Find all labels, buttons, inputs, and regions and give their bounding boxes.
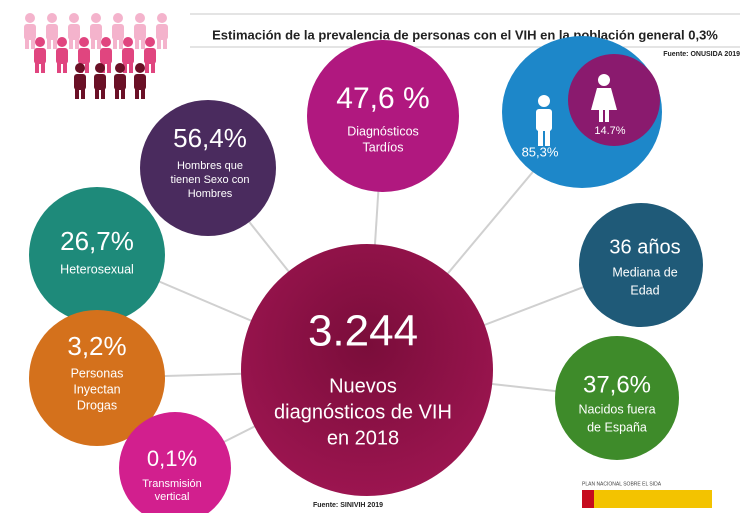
bubble-label: Personas	[71, 366, 124, 380]
center-label: Nuevos	[329, 375, 397, 397]
women-value: 14.7%	[594, 125, 625, 137]
bubble-value: 0,1%	[147, 446, 197, 471]
bubble-label: Edad	[630, 283, 659, 297]
bubble-value: 56,4%	[173, 123, 247, 153]
infographic: Estimación de la prevalencia de personas…	[0, 0, 746, 513]
bubble-label: Hombres que	[177, 160, 243, 172]
bubble-label: tienen Sexo con	[171, 174, 250, 186]
bubble-label: Nacidos fuera	[578, 402, 655, 416]
source: Fuente: ONUSIDA 2019	[663, 51, 740, 58]
bubble-label: Transmisión	[142, 478, 202, 490]
bubble-label: Drogas	[77, 398, 117, 412]
title: Estimación de la prevalencia de personas…	[212, 27, 718, 42]
center-bubble	[241, 244, 493, 496]
bubble-value: 36 años	[609, 236, 680, 258]
men-value: 85,3%	[522, 144, 559, 159]
bubble-label: Heterosexual	[60, 262, 134, 276]
center-label: diagnósticos de VIH	[274, 401, 452, 423]
page: Estimación de la prevalencia de personas…	[0, 0, 746, 513]
center-value: 3.244	[308, 307, 418, 356]
logo-flag	[582, 490, 594, 508]
bubble-label: Diagnósticos	[347, 124, 419, 138]
bubble-label: Hombres	[188, 188, 233, 200]
bubble-value: 26,7%	[60, 226, 134, 256]
people-icon	[24, 13, 168, 99]
bubble-label: Inyectan	[73, 382, 120, 396]
logo-text: PLAN NACIONAL SOBRE EL SIDA	[582, 481, 662, 487]
logo-bar	[594, 490, 712, 508]
footer-source: Fuente: SINIVIH 2019	[313, 502, 383, 509]
bubble-label: vertical	[155, 491, 190, 503]
bubble-label: Tardíos	[363, 140, 404, 154]
bubble-label: de España	[587, 420, 647, 434]
bubble-value: 37,6%	[583, 371, 651, 398]
center-label: en 2018	[327, 427, 399, 449]
bubble	[307, 40, 459, 192]
bubble-value: 47,6 %	[336, 82, 429, 115]
bubble-value: 3,2%	[67, 331, 126, 361]
bubble-label: Mediana de	[612, 265, 677, 279]
